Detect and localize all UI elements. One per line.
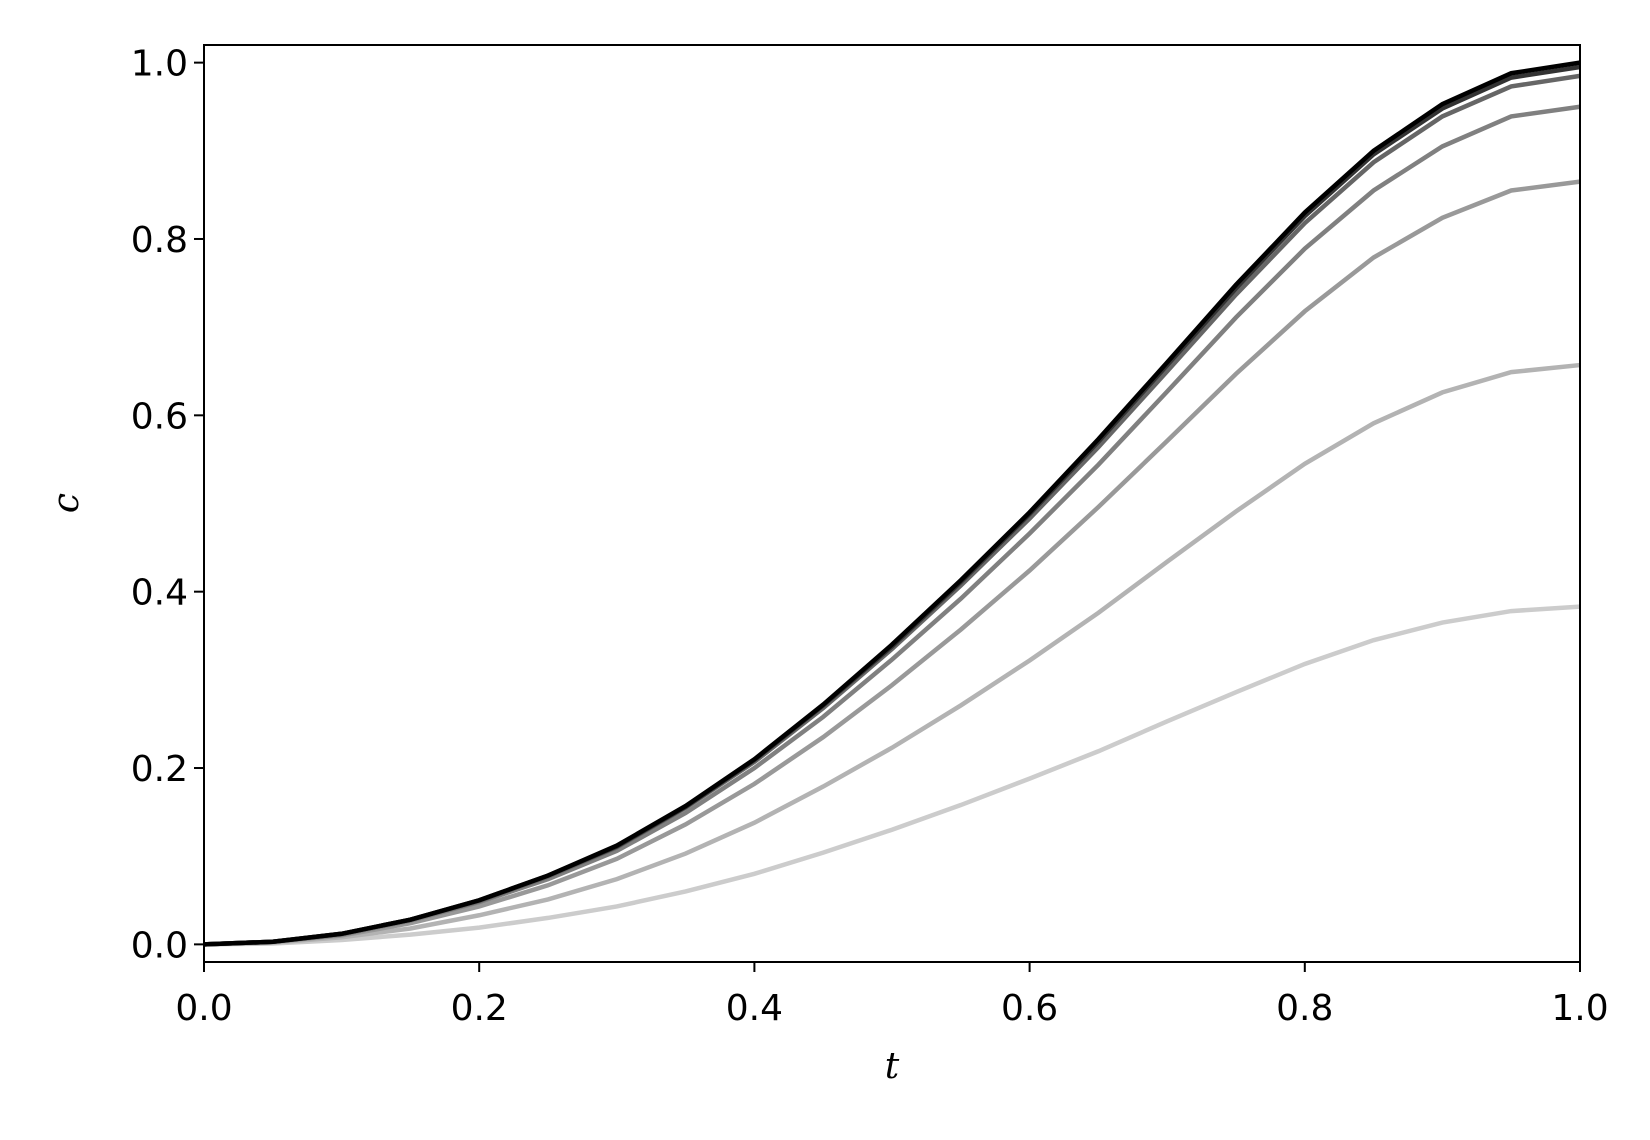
line bbox=[203, 179, 1581, 947]
line bbox=[203, 604, 1581, 947]
x-tick-label: 0.8 bbox=[1276, 988, 1333, 1029]
x-tick-label: 1.0 bbox=[1551, 988, 1608, 1029]
y-tick-label: 0.0 bbox=[131, 925, 188, 966]
line bbox=[203, 73, 1581, 947]
x-tick-label: 0.6 bbox=[1001, 988, 1058, 1029]
line bbox=[203, 64, 1581, 947]
y-tick-label: 0.2 bbox=[131, 749, 188, 790]
y-tick-label: 0.6 bbox=[131, 396, 188, 437]
y-axis-label: c bbox=[46, 493, 87, 513]
x-tick-label: 0.0 bbox=[175, 988, 232, 1029]
line bbox=[203, 60, 1581, 947]
y-tick-label: 0.4 bbox=[131, 573, 188, 614]
x-tick-label: 0.2 bbox=[451, 988, 508, 1029]
line bbox=[203, 104, 1581, 947]
line bbox=[203, 362, 1581, 947]
x-axis-label: t bbox=[885, 1046, 900, 1087]
y-tick-label: 0.8 bbox=[131, 220, 188, 261]
x-tick-label: 0.4 bbox=[726, 988, 783, 1029]
plot-frame bbox=[203, 44, 1581, 963]
y-tick-label: 1.0 bbox=[131, 44, 188, 85]
